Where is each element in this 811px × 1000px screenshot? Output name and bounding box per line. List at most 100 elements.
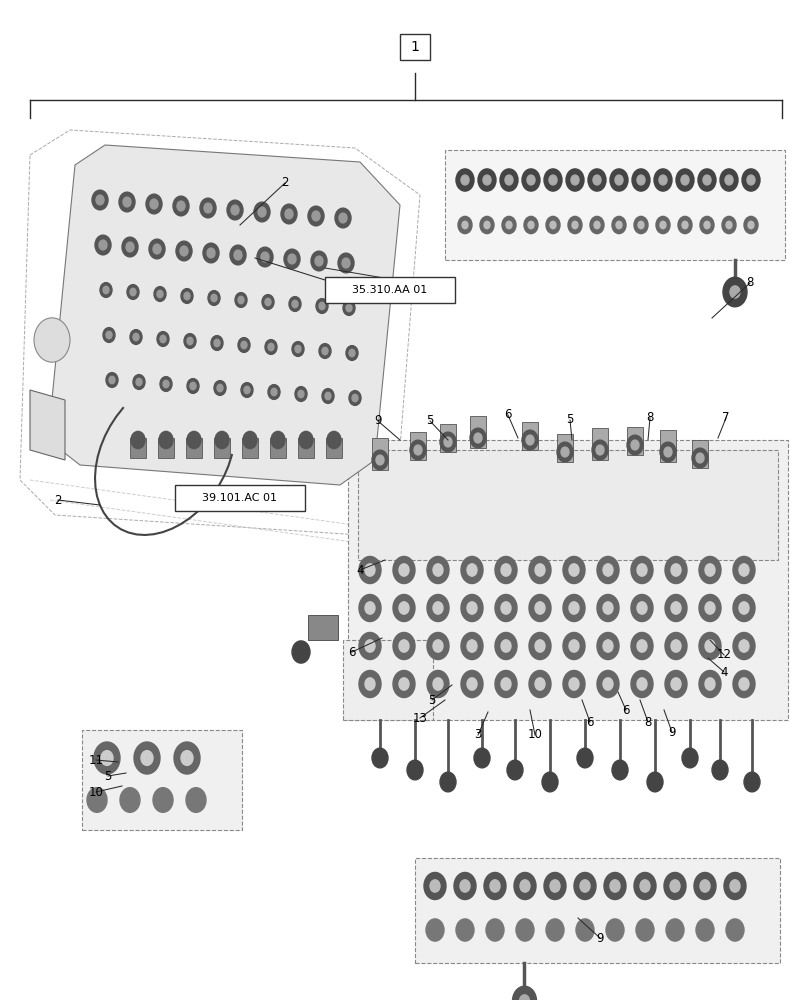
Circle shape — [676, 169, 693, 191]
Circle shape — [738, 678, 748, 690]
Circle shape — [711, 760, 727, 780]
Circle shape — [130, 288, 135, 296]
Circle shape — [440, 772, 456, 792]
Circle shape — [505, 221, 512, 229]
Circle shape — [398, 640, 409, 652]
Circle shape — [603, 640, 612, 652]
Circle shape — [549, 880, 560, 892]
Circle shape — [722, 277, 746, 307]
Circle shape — [527, 221, 534, 229]
Circle shape — [495, 556, 517, 584]
Circle shape — [146, 194, 162, 214]
Circle shape — [375, 455, 384, 465]
Circle shape — [264, 340, 277, 354]
Circle shape — [724, 175, 732, 185]
Circle shape — [732, 670, 754, 698]
Circle shape — [444, 437, 452, 447]
Circle shape — [704, 678, 714, 690]
Text: 35.310.AA 01: 35.310.AA 01 — [352, 285, 427, 295]
Circle shape — [506, 760, 522, 780]
Circle shape — [596, 594, 618, 622]
Circle shape — [541, 772, 557, 792]
Circle shape — [719, 169, 737, 191]
Circle shape — [456, 919, 474, 941]
Circle shape — [122, 197, 131, 207]
Bar — [242, 438, 258, 458]
Circle shape — [152, 244, 161, 254]
Circle shape — [526, 175, 534, 185]
Circle shape — [699, 880, 709, 892]
Circle shape — [725, 919, 743, 941]
Circle shape — [630, 632, 652, 660]
Circle shape — [322, 389, 333, 403]
Circle shape — [729, 880, 739, 892]
Circle shape — [190, 382, 195, 390]
Circle shape — [427, 670, 448, 698]
Circle shape — [311, 211, 320, 221]
Circle shape — [214, 339, 220, 347]
Circle shape — [457, 216, 471, 234]
Circle shape — [92, 190, 108, 210]
Circle shape — [211, 336, 223, 350]
Circle shape — [681, 221, 687, 229]
Circle shape — [596, 670, 618, 698]
Circle shape — [570, 175, 578, 185]
Circle shape — [461, 594, 483, 622]
Circle shape — [414, 445, 422, 455]
Circle shape — [483, 221, 489, 229]
Circle shape — [603, 872, 625, 900]
Circle shape — [500, 564, 510, 576]
Circle shape — [243, 386, 250, 394]
Polygon shape — [48, 145, 400, 485]
Bar — [186, 438, 202, 458]
Circle shape — [371, 748, 388, 768]
Circle shape — [519, 995, 529, 1000]
Circle shape — [562, 556, 584, 584]
Circle shape — [341, 258, 350, 268]
Circle shape — [365, 602, 375, 614]
Circle shape — [603, 678, 612, 690]
Circle shape — [695, 919, 713, 941]
Bar — [214, 438, 230, 458]
Circle shape — [479, 216, 493, 234]
Circle shape — [393, 632, 414, 660]
Circle shape — [630, 594, 652, 622]
Circle shape — [337, 253, 354, 273]
Bar — [521, 422, 538, 450]
Circle shape — [500, 678, 510, 690]
Circle shape — [500, 602, 510, 614]
Text: 5: 5 — [104, 770, 112, 782]
Bar — [410, 432, 426, 460]
Circle shape — [729, 286, 739, 298]
Circle shape — [101, 751, 113, 765]
Circle shape — [549, 221, 556, 229]
Circle shape — [131, 431, 145, 449]
Circle shape — [87, 788, 107, 812]
Circle shape — [512, 986, 536, 1000]
Bar — [440, 424, 456, 452]
Bar — [298, 438, 314, 458]
Bar — [414, 858, 779, 963]
Circle shape — [150, 199, 158, 209]
Circle shape — [630, 556, 652, 584]
Circle shape — [181, 289, 193, 303]
Circle shape — [548, 175, 556, 185]
Circle shape — [242, 431, 257, 449]
Circle shape — [34, 318, 70, 362]
Bar — [325, 438, 341, 458]
Circle shape — [704, 564, 714, 576]
Circle shape — [699, 216, 713, 234]
Circle shape — [695, 453, 703, 463]
Circle shape — [187, 379, 199, 393]
Text: 9: 9 — [374, 414, 381, 428]
Circle shape — [562, 670, 584, 698]
Circle shape — [659, 442, 676, 462]
Circle shape — [398, 564, 409, 576]
Circle shape — [365, 640, 375, 652]
Circle shape — [365, 678, 375, 690]
Circle shape — [268, 385, 280, 399]
Circle shape — [534, 678, 544, 690]
Bar — [444, 150, 784, 260]
Circle shape — [184, 292, 190, 300]
Circle shape — [268, 343, 273, 351]
